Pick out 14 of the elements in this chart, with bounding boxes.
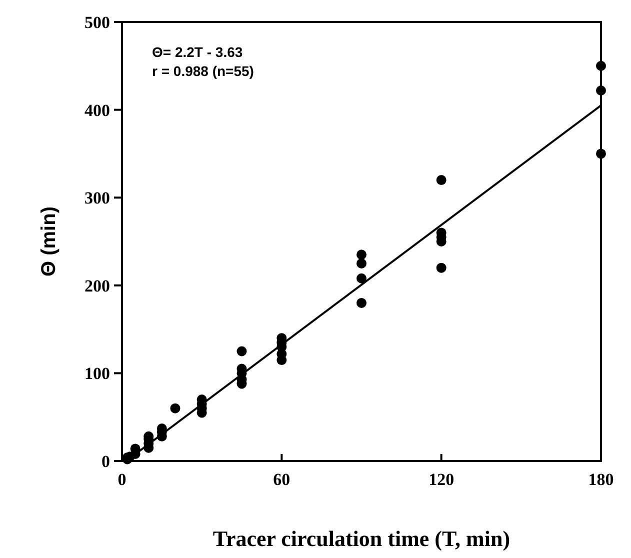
y-tick-label: 100 — [84, 364, 110, 384]
annotation: Θ= 2.2T - 3.63 — [152, 44, 243, 60]
x-axis-title: Tracer circulation time (T, min) — [212, 526, 510, 551]
y-tick-label: 500 — [84, 13, 110, 32]
x-tick-label: 60 — [273, 470, 290, 489]
y-tick-label: 0 — [102, 452, 110, 471]
x-tick-label: 120 — [428, 470, 454, 489]
y-tick-label: 200 — [84, 276, 110, 296]
y-tick-label: 300 — [84, 188, 110, 208]
x-tick-label: 180 — [588, 470, 614, 489]
annotation: r = 0.988 (n=55) — [152, 63, 254, 79]
y-axis-title: Θ (min) — [38, 206, 60, 276]
y-tick-label: 400 — [84, 100, 110, 120]
x-tick-label: 0 — [118, 470, 126, 489]
